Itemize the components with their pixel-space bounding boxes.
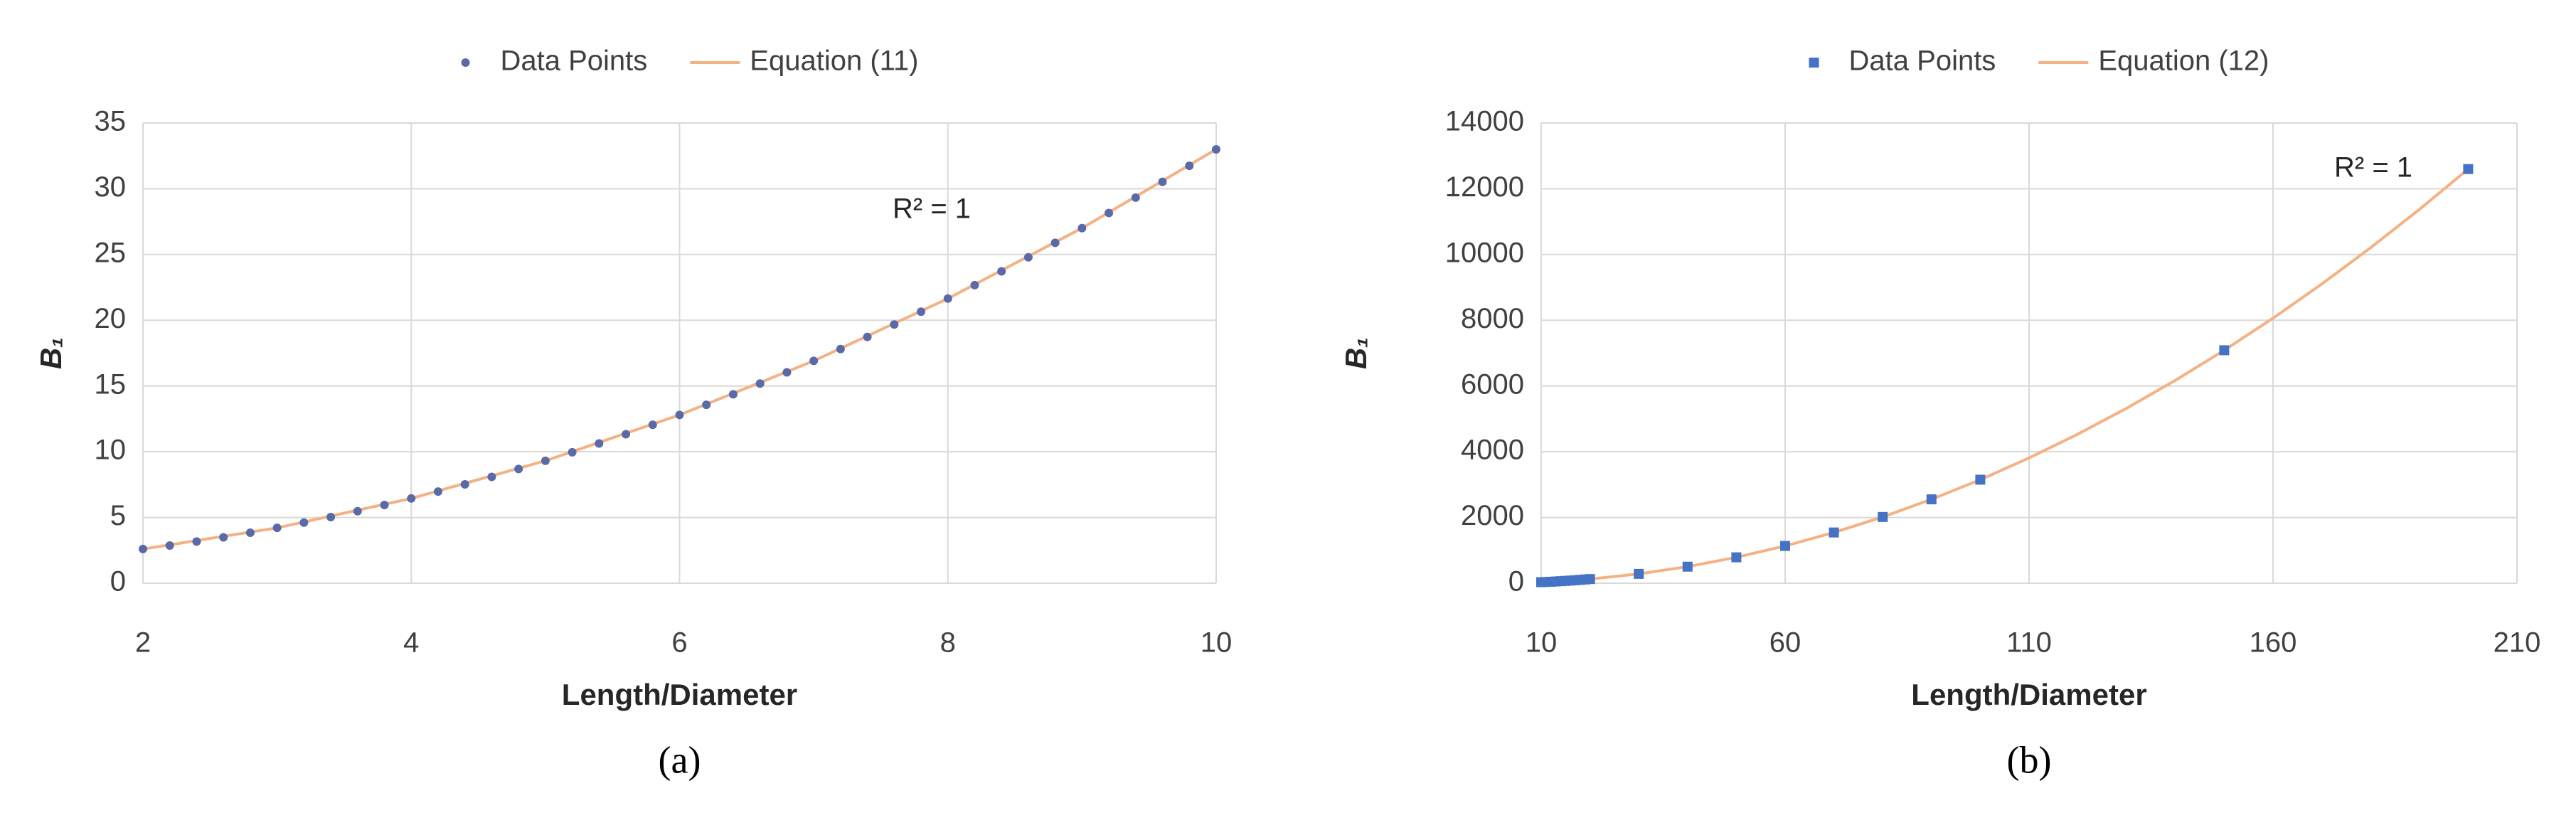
y-tick-label: 12000 <box>1445 171 1524 203</box>
panel-label: (a) <box>659 738 701 781</box>
y-tick-label: 0 <box>1508 566 1524 597</box>
data-point <box>380 501 389 510</box>
data-point <box>1105 208 1114 218</box>
legend-swatch <box>461 58 470 67</box>
data-point <box>245 528 255 538</box>
y-tick-label: 4000 <box>1461 435 1524 466</box>
equation-line <box>1540 168 2469 584</box>
data-point <box>863 332 872 341</box>
data-point <box>943 294 952 303</box>
annotation: R² = 1 <box>2334 152 2412 184</box>
chart: 0 5 10 15 20 25 30 35 2 4 6 8 10 Length/Diameter B₁ R² … <box>34 46 1232 782</box>
y-axis-label: B₁ <box>1339 337 1373 369</box>
x-tick-label: 6 <box>671 627 687 659</box>
x-tick-label: 60 <box>1769 627 1801 659</box>
legend-label: Data Points <box>1849 46 1996 77</box>
data-point <box>1077 223 1087 233</box>
data-point <box>728 390 738 399</box>
data-point <box>917 307 926 317</box>
data-point <box>299 518 309 527</box>
data-point <box>1975 474 1986 485</box>
data-point <box>219 533 228 542</box>
data-point <box>2219 345 2230 356</box>
x-tick-label: 2 <box>135 627 151 659</box>
data-point <box>192 537 201 546</box>
x-tick-label: 8 <box>940 627 956 659</box>
data-point <box>622 430 631 439</box>
data-point <box>1926 494 1937 505</box>
data-point <box>702 400 711 410</box>
data-point <box>595 439 604 448</box>
y-tick-label: 5 <box>110 500 126 531</box>
data-point <box>1185 161 1194 171</box>
data-point <box>165 541 174 550</box>
y-tick-label: 30 <box>95 171 127 203</box>
data-point <box>1829 527 1839 538</box>
legend-label: Equation (12) <box>2098 46 2269 77</box>
legend: Data Points Equation (11) <box>461 46 918 77</box>
legend-label: Data Points <box>501 46 648 77</box>
data-point <box>755 379 765 388</box>
y-tick-label: 8000 <box>1461 303 1524 334</box>
panel-label: (b) <box>2007 738 2052 781</box>
data-point <box>675 410 684 420</box>
data-point <box>541 456 550 465</box>
data-point <box>353 506 362 516</box>
data-point <box>407 494 416 503</box>
data-point <box>1023 252 1033 262</box>
y-tick-label: 15 <box>95 368 127 400</box>
data-point <box>139 544 147 553</box>
data-point <box>809 356 819 366</box>
data-point <box>1878 511 1888 522</box>
data-point <box>997 267 1006 276</box>
y-tick-label: 2000 <box>1461 500 1524 531</box>
chart: 0 2000 4000 6000 8000 10000 12000 14000 10 60 110 1… <box>1339 46 2540 782</box>
data-point <box>460 479 469 489</box>
y-tick-label: 6000 <box>1461 368 1524 400</box>
data-point <box>326 513 336 522</box>
y-tick-label: 14000 <box>1445 106 1524 137</box>
annotation: R² = 1 <box>893 193 971 225</box>
x-tick-label: 160 <box>2250 627 2297 659</box>
legend-swatch <box>1809 58 1819 68</box>
data-point <box>514 464 523 474</box>
data-point <box>1158 177 1167 186</box>
y-tick-label: 35 <box>95 106 127 137</box>
data-point <box>1780 541 1790 551</box>
data-point <box>1212 144 1220 154</box>
legend: Data Points Equation (12) <box>1809 46 2269 77</box>
data-point <box>890 320 899 329</box>
data-point <box>836 344 845 353</box>
data-point <box>1585 574 1595 585</box>
data-point <box>487 472 496 482</box>
data-point <box>1131 193 1140 202</box>
y-tick-label: 25 <box>95 237 127 268</box>
data-point <box>1682 561 1693 572</box>
data-point <box>782 368 792 377</box>
data-point <box>1634 568 1644 579</box>
y-tick-label: 10 <box>95 435 127 466</box>
x-tick-label: 10 <box>1526 627 1558 659</box>
legend-label: Equation (11) <box>750 46 918 77</box>
y-axis-label: B₁ <box>34 337 68 369</box>
data-point <box>2463 164 2474 174</box>
y-tick-label: 0 <box>110 566 126 597</box>
data-point <box>1731 552 1742 563</box>
x-tick-label: 10 <box>1201 627 1233 659</box>
x-axis-label: Length/Diameter <box>562 678 797 711</box>
data-point <box>272 523 282 533</box>
data-point <box>970 280 979 289</box>
data-point <box>648 420 657 430</box>
y-tick-label: 20 <box>95 303 127 334</box>
x-tick-label: 110 <box>2006 627 2052 659</box>
data-point <box>568 447 577 457</box>
data-point <box>1050 238 1060 248</box>
x-axis-label: Length/Diameter <box>1911 678 2146 711</box>
y-tick-label: 10000 <box>1445 237 1524 268</box>
x-tick-label: 210 <box>2493 627 2541 659</box>
data-point <box>433 487 442 496</box>
x-tick-label: 4 <box>403 627 419 659</box>
